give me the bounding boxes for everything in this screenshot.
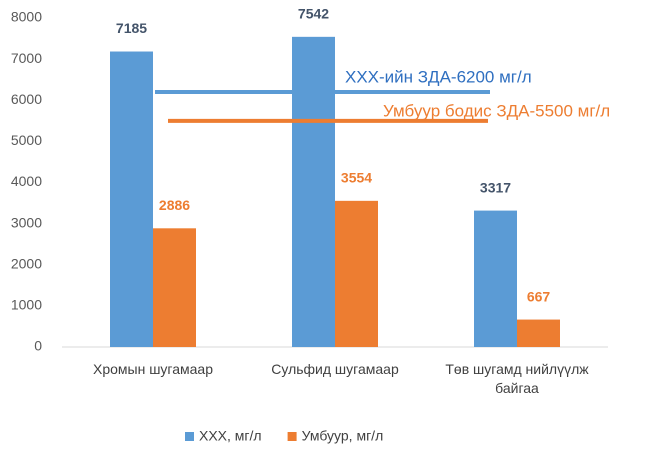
data-label: 3554 (341, 170, 372, 186)
y-tick-label: 0 (34, 338, 42, 354)
legend-swatch (287, 432, 297, 441)
x-tick-label: Хромын шугамаар (92, 361, 214, 377)
x-tick-label: Төв шугамд нийлүүлж байгаа (445, 361, 589, 396)
bar (335, 200, 378, 347)
y-tick-label: 8000 (11, 9, 42, 25)
y-tick-label: 7000 (11, 50, 42, 66)
data-label: 2886 (159, 197, 190, 213)
legend-label: ХХХ, мг/л (199, 428, 262, 444)
data-label: 667 (527, 288, 551, 304)
y-tick-label: 3000 (11, 214, 42, 230)
annotation: Умбуур бодис ЗДА-5500 мг/л (383, 101, 610, 120)
data-label: 7542 (298, 6, 329, 22)
data-label: 3317 (480, 179, 511, 195)
y-tick-label: 1000 (11, 297, 42, 313)
data-label: 7185 (116, 20, 147, 36)
x-tick-label: Сульфид шугамаар (271, 361, 399, 377)
y-tick-label: 6000 (11, 91, 42, 107)
bar (517, 319, 560, 347)
y-tick-label: 2000 (11, 255, 42, 271)
legend-label: Умбуур, мг/л (302, 428, 384, 444)
y-tick-label: 5000 (11, 132, 42, 148)
y-tick-label: 4000 (11, 173, 42, 189)
bar (292, 36, 335, 347)
bar (110, 51, 153, 347)
annotation: ХХХ-ийн ЗДА-6200 мг/л (345, 67, 532, 86)
bar (474, 210, 517, 347)
bar (153, 228, 196, 347)
legend-swatch (185, 432, 194, 441)
